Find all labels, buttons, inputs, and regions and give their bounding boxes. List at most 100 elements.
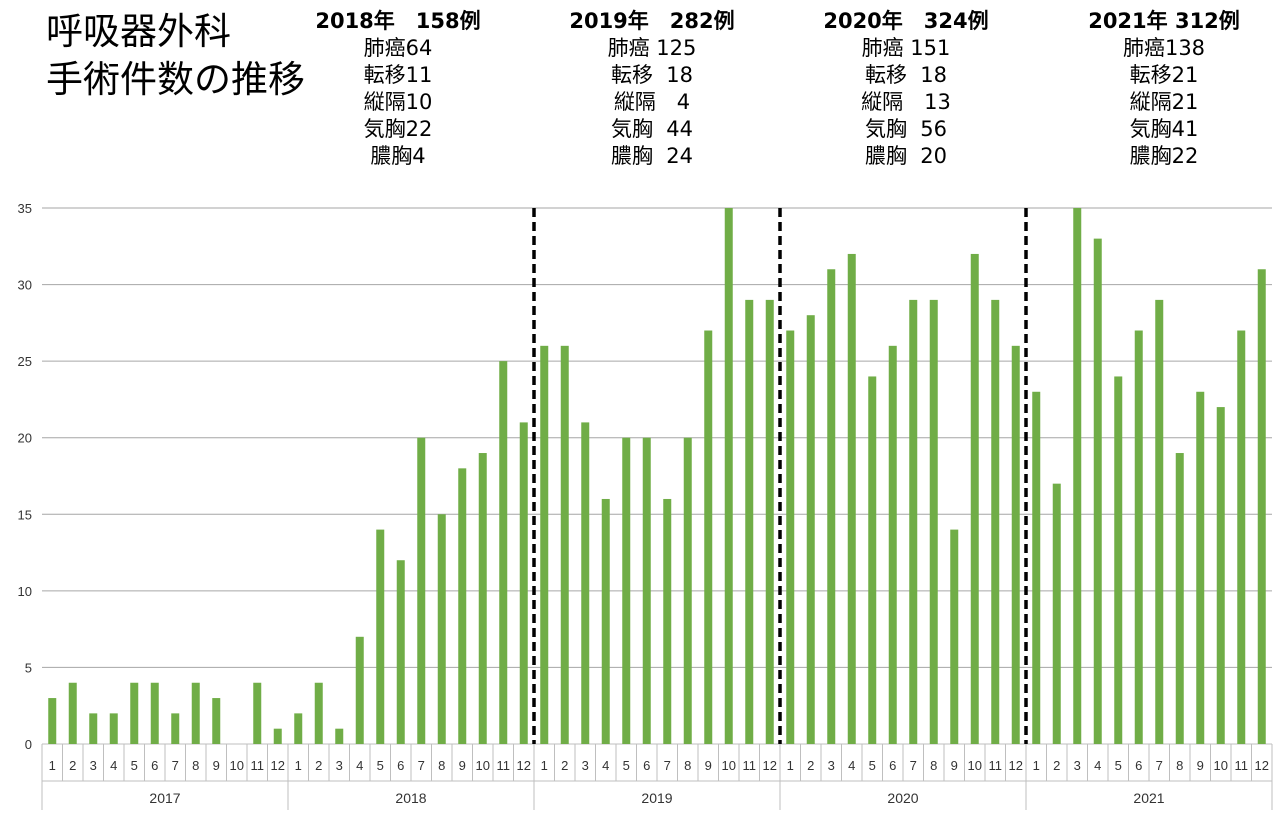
month-label: 2: [561, 758, 568, 773]
bar: [273, 728, 282, 744]
month-label: 5: [377, 758, 384, 773]
month-label: 3: [90, 758, 97, 773]
month-label: 6: [643, 758, 650, 773]
bar: [1155, 299, 1164, 744]
summary-row: 転移11: [363, 63, 433, 87]
bar: [89, 713, 98, 744]
month-label: 7: [1156, 758, 1163, 773]
bar: [68, 682, 77, 744]
month-label: 12: [1255, 758, 1269, 773]
summary-row: 膿胸4: [370, 144, 426, 168]
y-tick-label: 0: [25, 737, 32, 752]
year-label: 2017: [149, 790, 180, 806]
summary-row: 縦隔 4: [613, 90, 691, 114]
month-label: 4: [110, 758, 117, 773]
bar: [294, 713, 303, 744]
summary-head: 2020年 324例: [823, 9, 989, 33]
bar: [314, 682, 323, 744]
month-label: 6: [889, 758, 896, 773]
month-label: 4: [356, 758, 363, 773]
summary-row: 転移 18: [864, 63, 948, 87]
year-label: 2018: [395, 790, 426, 806]
bar: [1032, 391, 1041, 744]
month-label: 6: [1135, 758, 1142, 773]
y-tick-label: 5: [25, 660, 32, 675]
bar: [724, 208, 733, 744]
bar: [478, 453, 487, 744]
month-label: 11: [497, 758, 511, 773]
bar: [765, 299, 774, 744]
bar: [601, 498, 610, 744]
summary-row: 気胸 44: [610, 117, 694, 141]
month-label: 12: [1009, 758, 1023, 773]
month-label: 8: [684, 758, 691, 773]
month-label: 12: [517, 758, 531, 773]
bar: [212, 698, 221, 744]
bar: [663, 498, 672, 744]
bar: [1011, 345, 1020, 744]
month-label: 7: [664, 758, 671, 773]
month-label: 1: [787, 758, 794, 773]
month-label: 9: [1197, 758, 1204, 773]
month-label: 10: [476, 758, 490, 773]
y-tick-label: 25: [18, 354, 32, 369]
month-label: 4: [602, 758, 609, 773]
summary-row: 気胸 56: [864, 117, 948, 141]
year-label: 2019: [641, 790, 672, 806]
month-label: 1: [295, 758, 302, 773]
month-label: 10: [722, 758, 736, 773]
summary-2018: 2018年 158例 肺癌64 転移11 縦隔10 気胸22 膿胸4: [278, 8, 518, 170]
bar: [1114, 376, 1123, 744]
summary-2021: 2021年 312例 肺癌138 転移21 縦隔21 気胸41 膿胸22: [1044, 8, 1284, 170]
bar: [335, 728, 344, 744]
month-label: 10: [230, 758, 244, 773]
bar: [458, 468, 467, 744]
bar: [1257, 269, 1266, 744]
bar: [581, 422, 590, 744]
month-label: 5: [1115, 758, 1122, 773]
bar: [1175, 453, 1184, 744]
bar: [642, 437, 651, 744]
y-tick-label: 10: [18, 584, 32, 599]
summary-row: 膿胸22: [1129, 144, 1199, 168]
bar: [806, 315, 815, 744]
bar: [1073, 208, 1082, 744]
summary-head: 2019年 282例: [569, 9, 735, 33]
bar: [253, 682, 262, 744]
month-label: 8: [1176, 758, 1183, 773]
summary-row: 肺癌64: [363, 36, 433, 60]
y-tick-label: 20: [18, 431, 32, 446]
bar: [417, 437, 426, 744]
bar: [745, 299, 754, 744]
month-label: 11: [1235, 758, 1249, 773]
month-label: 9: [705, 758, 712, 773]
bar: [991, 299, 1000, 744]
bar: [929, 299, 938, 744]
bar: [519, 422, 528, 744]
y-tick-label: 30: [18, 278, 32, 293]
month-label: 10: [968, 758, 982, 773]
bar: [499, 361, 508, 744]
y-tick-label: 35: [18, 201, 32, 216]
month-label: 4: [1094, 758, 1101, 773]
bar: [540, 345, 549, 744]
bar: [48, 698, 57, 744]
month-label: 3: [336, 758, 343, 773]
month-label: 2: [69, 758, 76, 773]
bar: [950, 529, 959, 744]
summary-row: 肺癌 151: [861, 36, 951, 60]
summary-head: 2021年 312例: [1088, 9, 1240, 33]
bar: [704, 330, 713, 744]
bar: [171, 713, 180, 744]
summary-head: 2018年 158例: [315, 9, 481, 33]
month-label: 3: [582, 758, 589, 773]
bar: [150, 682, 159, 744]
month-label: 10: [1214, 758, 1228, 773]
month-label: 3: [1074, 758, 1081, 773]
month-label: 9: [459, 758, 466, 773]
bar: [1134, 330, 1143, 744]
month-label: 8: [930, 758, 937, 773]
bar: [909, 299, 918, 744]
bar: [1052, 483, 1061, 744]
